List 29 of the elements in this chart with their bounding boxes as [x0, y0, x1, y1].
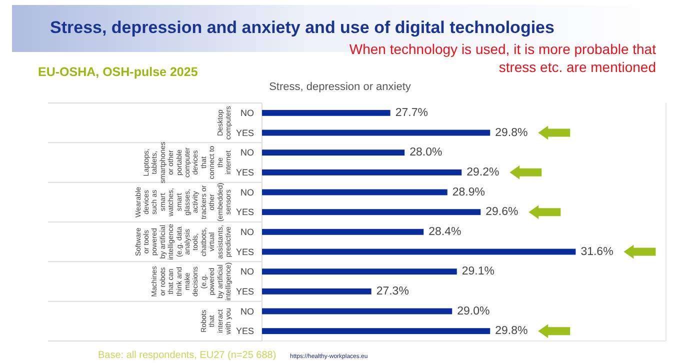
y-tick-label: NO: [240, 148, 254, 158]
text: Base: all respondents, EU27 (n=25 688): [98, 350, 276, 361]
text: When technology is used, it is more probable that stress etc. are mentioned: [349, 41, 656, 75]
text: EU-OSHA, OSH-pulse 2025: [38, 65, 198, 79]
y-tick-label: NO: [240, 226, 254, 237]
data-label: 29.1%: [462, 266, 494, 278]
data-label: 29.0%: [457, 305, 490, 318]
data-label: 27.3%: [376, 285, 409, 298]
y-tick-label: YES: [236, 167, 254, 178]
data-label: 28.0%: [410, 146, 442, 159]
y-tick-label: YES: [236, 207, 254, 218]
y-tick-label: NO: [240, 306, 254, 316]
data-label: 28.4%: [428, 226, 462, 238]
y-tick-label: YES: [236, 286, 254, 296]
data-label: 28.9%: [452, 186, 485, 198]
y-tick-label: NO: [240, 108, 254, 118]
data-label: 31.6%: [580, 246, 614, 258]
chart-title: Stress, depression and anxiety and use of digital technologies: [50, 18, 554, 37]
data-label: 27.7%: [395, 106, 428, 119]
y-tick-label: YES: [236, 246, 254, 257]
data-label: 29.8%: [495, 126, 528, 139]
data-label: 29.8%: [495, 325, 528, 338]
y-tick-label: YES: [236, 326, 254, 336]
y-tick-label: YES: [236, 128, 254, 138]
y-tick-label: NO: [240, 266, 254, 277]
data-label: 29.2%: [466, 166, 500, 178]
chart-subtitle: Stress, depression or anxiety: [269, 81, 412, 93]
y-tick-label: NO: [240, 187, 254, 198]
data-label: 29.6%: [486, 206, 518, 218]
